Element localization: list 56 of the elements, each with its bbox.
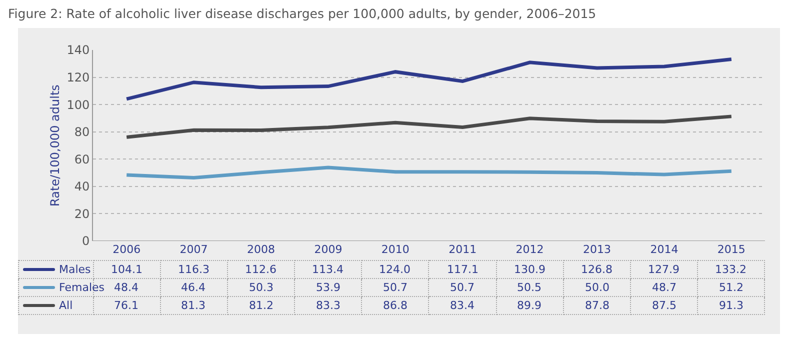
x-tick-label: 2012 [516,243,544,256]
line-series [124,58,734,101]
data-label: 50.7 [383,281,408,294]
y-tick-label: 40 [74,180,90,194]
data-label: 89.9 [517,299,542,312]
data-label: 50.5 [517,281,542,294]
data-label: 81.3 [181,299,206,312]
line-series [124,166,734,180]
legend-label: Males [59,263,91,276]
data-label: 133.2 [715,263,746,276]
y-tick-label: 100 [66,98,90,112]
data-label: 81.2 [249,299,274,312]
data-label: 113.4 [312,263,344,276]
data-label: 53.9 [316,281,340,294]
x-tick-label: 2006 [112,243,141,256]
data-label: 83.3 [316,299,340,312]
data-label: 50.3 [249,281,274,294]
data-label: 50.0 [585,281,610,294]
x-tick-label: 2013 [583,243,611,256]
line-series [124,114,734,139]
x-tick-label: 2015 [717,243,746,256]
x-tick-label: 2010 [381,243,410,256]
y-axis-title: Rate/100,000 adults [48,84,62,206]
data-label: 126.8 [581,263,612,276]
y-tick-label: 0 [82,234,90,248]
data-label: 48.4 [114,281,138,294]
data-label: 87.8 [585,299,610,312]
data-label: 86.8 [383,299,408,312]
x-tick-label: 2011 [448,243,477,256]
data-label: 104.1 [111,263,142,276]
data-label: 112.6 [245,263,276,276]
legend-label: All [59,299,73,312]
data-label: 51.2 [719,281,744,294]
y-tick-label: 60 [74,152,90,166]
data-label: 46.4 [181,281,206,294]
y-tick-label: 120 [66,70,90,84]
data-label: 48.7 [652,281,676,294]
x-tick-label: 2008 [247,243,275,256]
y-tick-label: 20 [74,206,90,221]
data-label: 116.3 [178,263,210,276]
data-label: 87.5 [652,299,676,312]
x-tick-label: 2007 [180,243,208,256]
data-label: 130.9 [514,263,546,276]
x-tick-label: 2009 [314,243,342,256]
data-label: 50.7 [450,281,474,294]
data-label: 127.9 [648,263,680,276]
data-label: 83.4 [450,299,474,312]
data-label: 117.1 [447,263,478,276]
data-label: 91.3 [719,299,744,312]
chart-title: Figure 2: Rate of alcoholic liver disease discharges per 100,000 adults, by gender, 2006–2015 [8,6,596,21]
data-label: 76.1 [114,299,138,312]
y-tick-label: 80 [74,125,90,140]
y-tick-label: 140 [66,43,90,58]
x-tick-label: 2014 [650,243,678,256]
data-label: 124.0 [379,263,410,276]
legend-label: Females [59,281,105,294]
